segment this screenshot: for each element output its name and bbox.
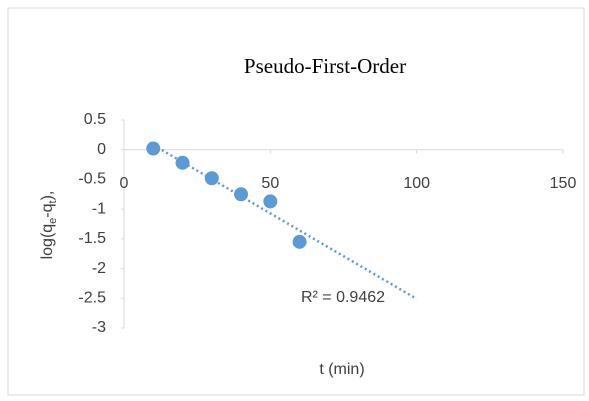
point: [146, 141, 161, 156]
r-squared: R² = 0.9462: [301, 289, 385, 306]
x-tick-label: 100: [403, 175, 430, 192]
y-label-part: e: [47, 218, 59, 224]
y-tick-label: -1: [92, 200, 106, 217]
trendline: [152, 143, 418, 300]
y-tick-label: -2: [92, 260, 106, 277]
point: [292, 234, 307, 249]
x-tick-label: 0: [120, 175, 129, 192]
y-label-part: -q: [39, 203, 56, 217]
y-label-part: ),: [39, 191, 56, 201]
y-tick-label: -1.5: [78, 230, 106, 247]
chart-frame: [7, 7, 585, 396]
y-tick-label: -0.5: [78, 171, 106, 188]
x-axis-label: t (min): [319, 361, 364, 378]
y-tick-label: 0: [97, 141, 106, 158]
point: [263, 194, 278, 209]
y-tick-label: -2.5: [78, 290, 106, 307]
point: [175, 155, 190, 170]
x-tick-label: 150: [550, 175, 577, 192]
y-label-part: log(q: [39, 224, 56, 260]
point: [204, 171, 219, 186]
x-tick-label: 50: [261, 175, 279, 192]
chart-title: Pseudo-First-Order: [244, 54, 406, 78]
point: [234, 187, 249, 202]
y-tick-label: 0.5: [84, 111, 106, 128]
y-tick-label: -3: [92, 319, 106, 336]
y-axis-label: log(qe-qt),: [39, 191, 59, 260]
y-label-part: t: [47, 200, 59, 203]
